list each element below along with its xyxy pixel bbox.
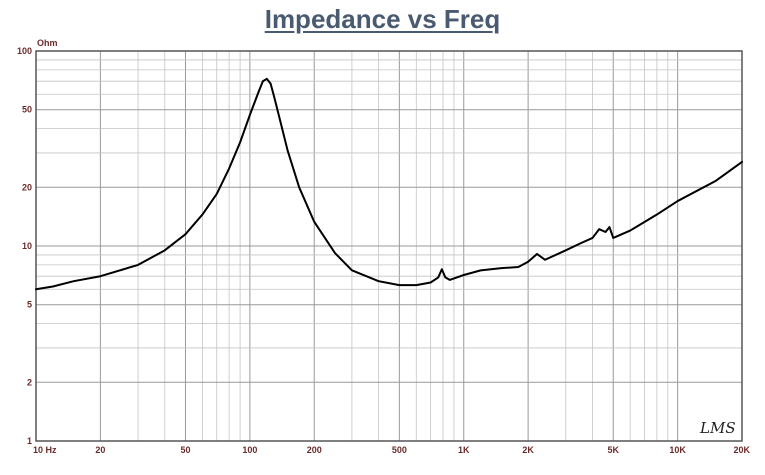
y-tick-label: 20 — [22, 182, 32, 192]
y-tick-label: 10 — [22, 241, 32, 251]
x-tick-label: 200 — [307, 445, 322, 455]
x-tick-label: 10K — [669, 445, 686, 455]
x-tick-label: 500 — [392, 445, 407, 455]
y-axis-unit-label: Ohm — [37, 38, 58, 48]
x-tick-label: 20 — [95, 445, 105, 455]
impedance-curve-line — [35, 77, 743, 291]
y-tick-label: 2 — [27, 377, 32, 387]
series-group — [35, 77, 743, 291]
y-axis-ticks: 1 2 5 10 20 50 100 — [17, 46, 32, 446]
plot-border — [35, 50, 743, 442]
x-tick-label: 2K — [522, 445, 534, 455]
x-tick-label: 1K — [458, 445, 470, 455]
chart-title: Impedance vs Freq — [264, 4, 501, 34]
grid — [36, 51, 742, 441]
y-tick-label: 100 — [17, 46, 32, 56]
lms-watermark: LMS — [699, 419, 736, 437]
y-tick-label: 1 — [27, 436, 32, 446]
x-tick-label: 100 — [242, 445, 257, 455]
y-tick-label: 5 — [27, 300, 32, 310]
y-tick-label: 50 — [22, 105, 32, 115]
plot-border-rect — [35, 50, 743, 442]
x-axis-ticks: 10 Hz 20 50 100 200 500 1K 2K 5K 10K 20K — [33, 445, 750, 455]
x-tick-label: 10 Hz — [33, 445, 57, 455]
x-tick-label: 20K — [733, 445, 750, 455]
x-tick-label: 5K — [607, 445, 619, 455]
x-tick-label: 50 — [180, 445, 190, 455]
